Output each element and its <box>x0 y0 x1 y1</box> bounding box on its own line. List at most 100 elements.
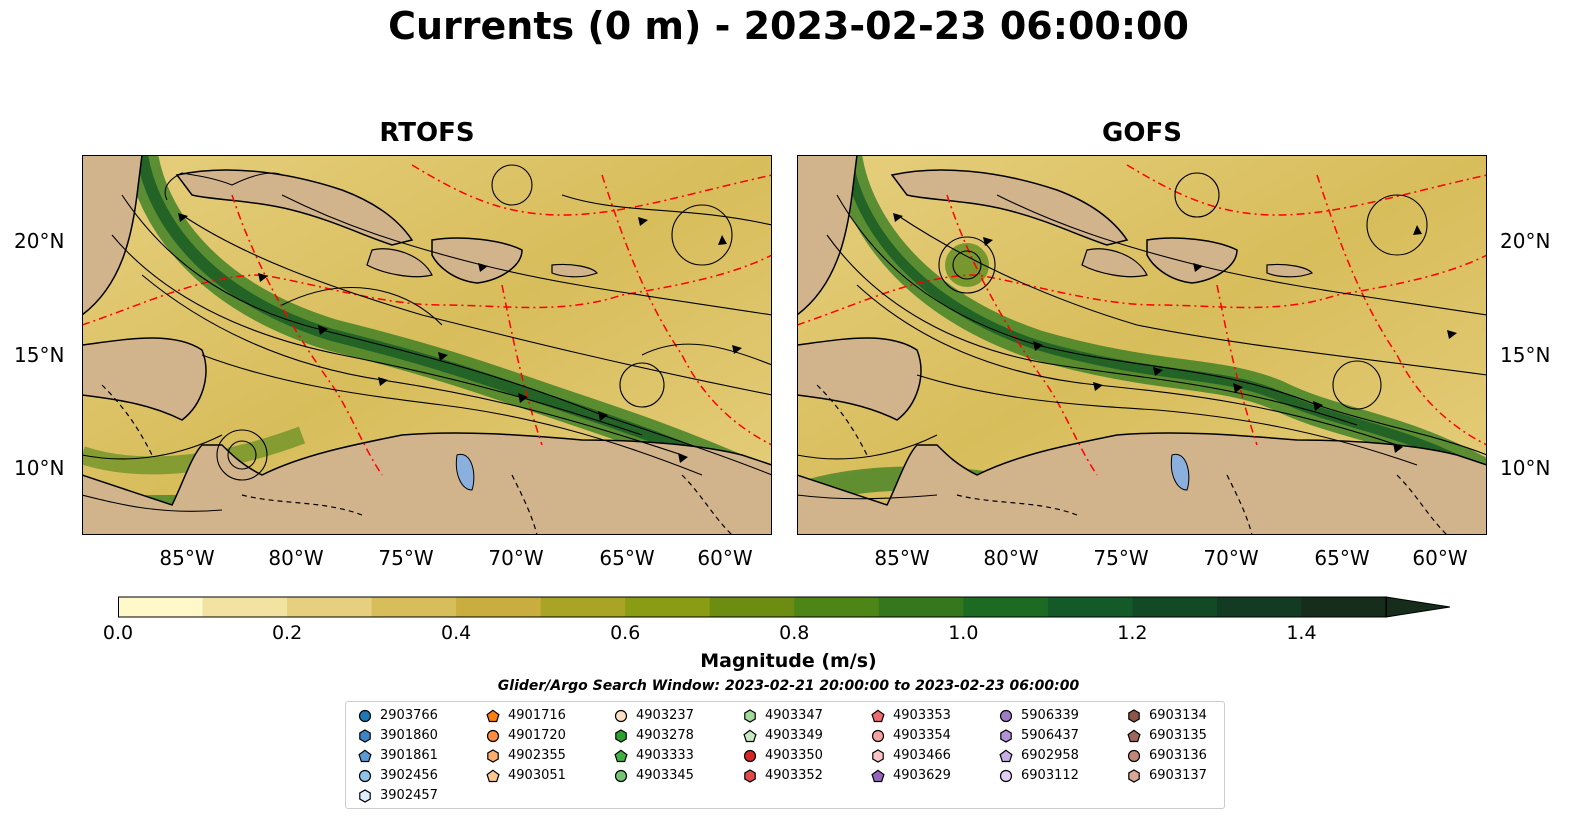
lon-label-65w: 65°W <box>599 546 655 570</box>
circle-marker-icon <box>614 709 628 722</box>
lon-label-85w: 85°W <box>159 546 215 570</box>
colorbar-segment <box>118 597 204 617</box>
lon-label-65w: 65°W <box>1314 546 1370 570</box>
legend-item-3902457: 3902457 <box>358 788 438 803</box>
circle-marker-icon <box>358 769 372 782</box>
colorbar-tick-label: 0.0 <box>102 622 134 644</box>
legend-item-label: 4901716 <box>508 708 566 723</box>
legend-item-label: 3902457 <box>380 788 438 803</box>
legend-item-label: 6903135 <box>1149 728 1207 743</box>
circle-marker-icon <box>999 769 1013 782</box>
hexagon-marker-icon <box>487 748 499 763</box>
legend-item-label: 6903134 <box>1149 708 1207 723</box>
legend-item-2903766: 2903766 <box>358 708 438 723</box>
legend-item-4903349: 4903349 <box>743 728 823 743</box>
colorbar-tick-label: 1.2 <box>1117 622 1148 644</box>
legend-item-label: 4903354 <box>893 728 951 743</box>
legend-item-4902355: 4902355 <box>486 748 566 763</box>
panel-title-rtofs: RTOFS <box>379 118 475 148</box>
pentagon-marker-icon <box>743 729 757 742</box>
circle-marker-icon <box>871 729 885 742</box>
legend-item-label: 4903466 <box>893 748 951 763</box>
legend-item-label: 4903352 <box>765 768 823 783</box>
pentagon-marker-icon <box>1127 729 1141 742</box>
legend-item-4903051: 4903051 <box>486 768 566 783</box>
legend-item-label: 3902456 <box>380 768 438 783</box>
streamline-arrows <box>893 213 1457 453</box>
lon-label-75w: 75°W <box>378 546 434 570</box>
legend-item-label: 4903333 <box>636 748 694 763</box>
legend-item-4903353: 4903353 <box>871 708 951 723</box>
colorbar-tick-label: 0.8 <box>779 622 810 644</box>
colorbar-segment <box>625 597 711 617</box>
legend-item-6902958: 6902958 <box>999 748 1079 763</box>
lon-label-70w: 70°W <box>1203 546 1259 570</box>
legend-item-4903352: 4903352 <box>743 768 823 783</box>
legend-item-label: 5906339 <box>1021 708 1079 723</box>
legend-item-4903466: 4903466 <box>871 748 951 763</box>
legend-item-label: 4903345 <box>636 768 694 783</box>
legend-item-label: 4902355 <box>508 748 566 763</box>
legend-item-label: 2903766 <box>380 708 438 723</box>
land-hispaniola <box>431 237 523 284</box>
land-jamaica <box>1081 248 1148 278</box>
colorbar-segment <box>963 597 1049 617</box>
legend-item-6903112: 6903112 <box>999 768 1079 783</box>
hexagon-marker-icon <box>1128 768 1140 783</box>
legend-item-4903629: 4903629 <box>871 768 951 783</box>
legend-item-label: 4903278 <box>636 728 694 743</box>
circle-marker-icon <box>486 729 500 742</box>
lon-label-60w: 60°W <box>697 546 753 570</box>
circle-marker-icon <box>614 769 628 782</box>
legend-item-label: 6902958 <box>1021 748 1079 763</box>
colorbar-segment <box>540 597 626 617</box>
hexagon-marker-icon <box>744 708 756 723</box>
legend-item-4903333: 4903333 <box>614 748 694 763</box>
legend-item-4903278: 4903278 <box>614 728 694 743</box>
pentagon-marker-icon <box>871 769 885 782</box>
legend-item-label: 6903112 <box>1021 768 1079 783</box>
panel-title-gofs: GOFS <box>1102 118 1182 148</box>
pentagon-marker-icon <box>486 769 500 782</box>
legend-item-4903237: 4903237 <box>614 708 694 723</box>
pentagon-marker-icon <box>358 749 372 762</box>
legend-item-3901860: 3901860 <box>358 728 438 743</box>
lat-label-10n-right: 10°N <box>1500 456 1551 480</box>
lon-label-80w: 80°W <box>268 546 324 570</box>
legend-item-label: 4903051 <box>508 768 566 783</box>
lon-label-80w: 80°W <box>983 546 1039 570</box>
colorbar-segment <box>1132 597 1218 617</box>
hexagon-marker-icon <box>872 748 884 763</box>
legend-item-3901861: 3901861 <box>358 748 438 763</box>
lon-label-60w: 60°W <box>1412 546 1468 570</box>
map-rtofs[interactable] <box>82 155 772 535</box>
legend-item-label: 4903237 <box>636 708 694 723</box>
lat-label-15n-right: 15°N <box>1500 343 1551 367</box>
legend-item-label: 4903350 <box>765 748 823 763</box>
hexagon-marker-icon <box>1128 708 1140 723</box>
colorbar <box>118 596 1451 618</box>
legend-item-6903134: 6903134 <box>1127 708 1207 723</box>
legend-item-5906339: 5906339 <box>999 708 1079 723</box>
map-gofs[interactable] <box>797 155 1487 535</box>
pentagon-marker-icon <box>871 709 885 722</box>
lat-label-15n-left: 15°N <box>14 343 65 367</box>
legend-item-label: 4903347 <box>765 708 823 723</box>
circle-marker-icon <box>1127 749 1141 762</box>
colorbar-tick-label: 1.4 <box>1286 622 1317 644</box>
legend: 2903766 3901860 3901861 3902456 3902457 49017… <box>345 701 1225 809</box>
land-hispaniola <box>1146 237 1238 284</box>
colorbar-segment <box>1301 597 1387 617</box>
colorbar-segment <box>371 597 457 617</box>
lat-label-20n-right: 20°N <box>1500 229 1551 253</box>
colorbar-label: Magnitude (m/s) <box>700 650 877 672</box>
legend-item-4903354: 4903354 <box>871 728 951 743</box>
eez-boundary <box>82 254 772 326</box>
lat-label-20n-left: 20°N <box>14 229 65 253</box>
legend-item-5906437: 5906437 <box>999 728 1079 743</box>
pentagon-marker-icon <box>614 749 628 762</box>
lon-label-85w: 85°W <box>874 546 930 570</box>
circle-marker-icon <box>743 749 757 762</box>
colorbar-segment <box>709 597 795 617</box>
colorbar-segment <box>878 597 964 617</box>
